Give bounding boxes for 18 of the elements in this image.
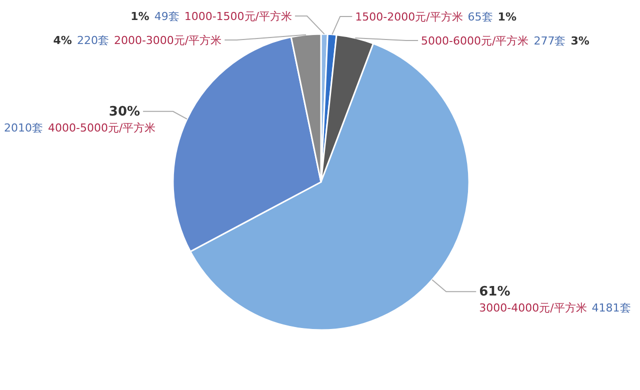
slice-label: 2000-3000元/平方米 (114, 34, 222, 48)
text: 30% (108, 104, 140, 120)
data-label: 277套 (534, 34, 566, 48)
slice-label: 4000-5000元/平方米 (48, 121, 156, 134)
slice-label: 1500-2000元/平方米 (355, 10, 463, 24)
slice-label: 1000-1500元/平方米 (184, 10, 292, 24)
slice-label: 5000-6000元/平方米 (421, 34, 529, 48)
data-label: 49套 (154, 10, 180, 24)
text: 1% (130, 10, 150, 24)
text: 3% (570, 34, 590, 48)
text: 4% (53, 34, 72, 48)
slice-label: 3000-4000元/平方米 (479, 302, 587, 315)
text: 61% (479, 284, 510, 300)
data-label: 2010套 (4, 121, 43, 134)
text: 1% (498, 10, 516, 24)
data-label: 4181套 (592, 302, 631, 315)
data-label: 220套 (76, 34, 109, 48)
data-label: 65套 (468, 10, 493, 24)
